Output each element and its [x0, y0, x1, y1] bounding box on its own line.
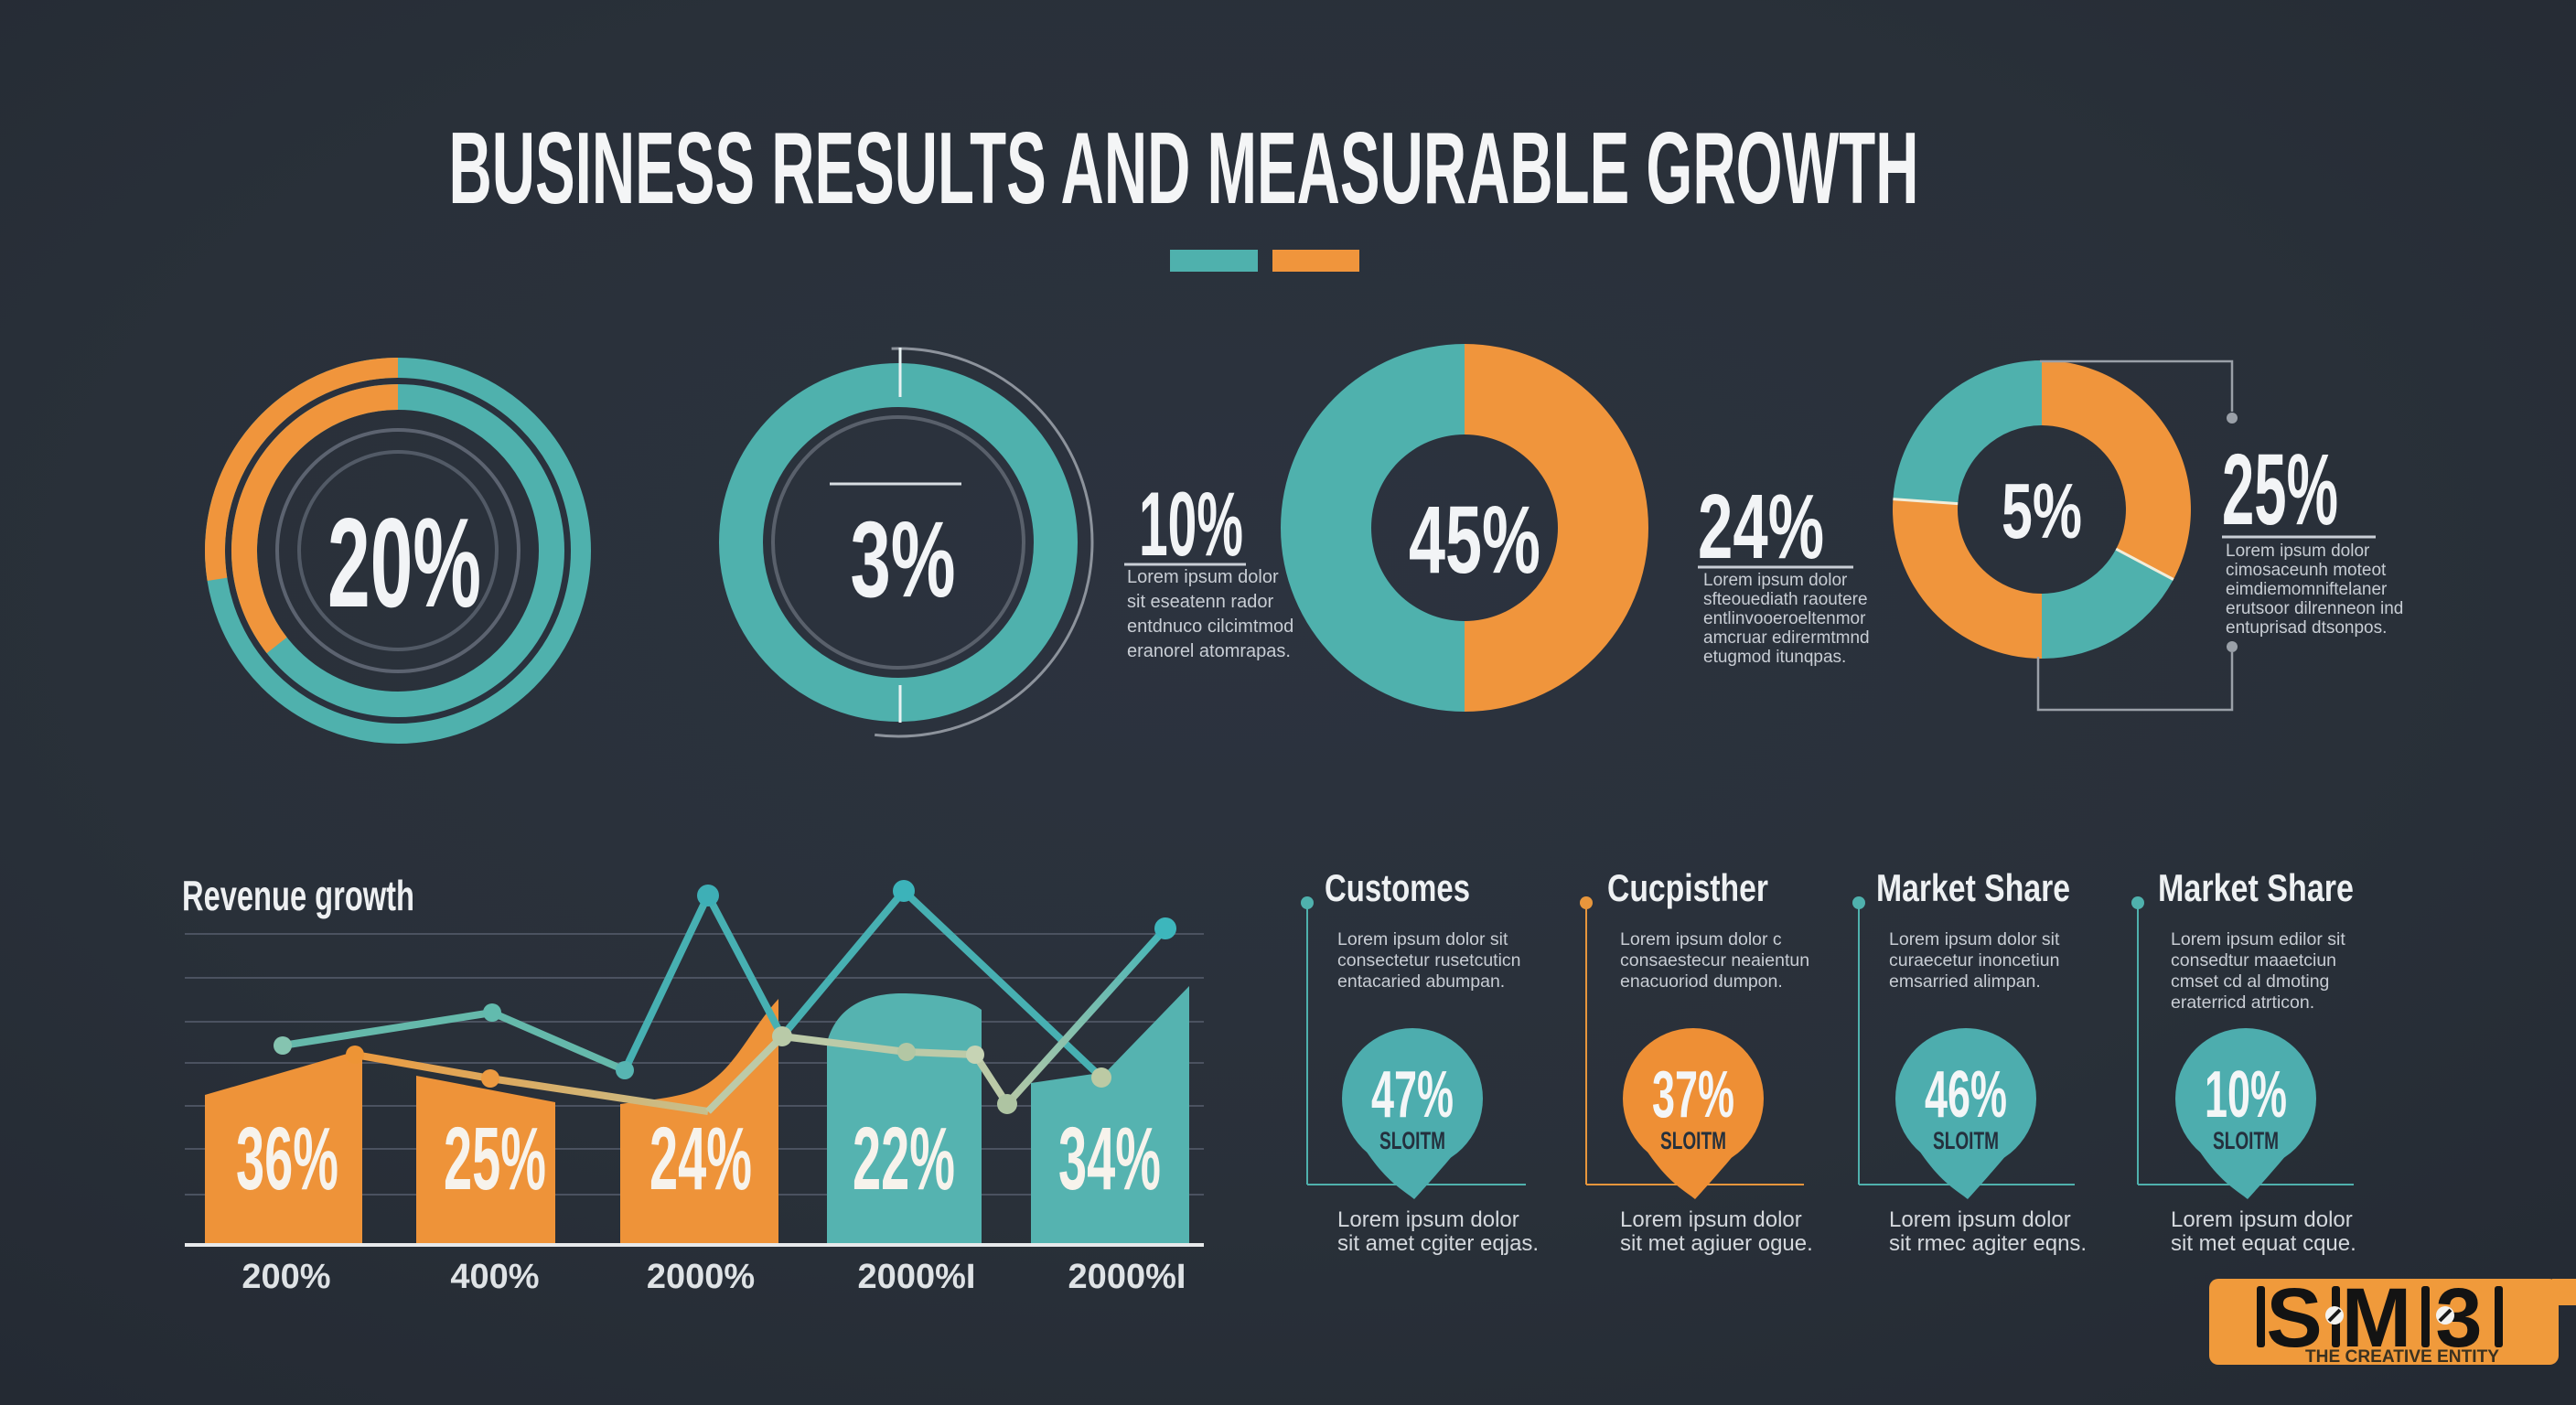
svg-text:SLOITM: SLOITM — [2213, 1127, 2279, 1154]
svg-text:THE CREATIVE ENTITY: THE CREATIVE ENTITY — [2305, 1347, 2499, 1367]
svg-text:SLOITM: SLOITM — [1933, 1127, 1999, 1154]
svg-text:cimosaceunh moteot: cimosaceunh moteot — [2226, 561, 2387, 580]
svg-text:34%: 34% — [1058, 1109, 1161, 1208]
svg-text:erutsoor dilrenneon ind: erutsoor dilrenneon ind — [2226, 599, 2403, 618]
svg-text:amcruar edirermtmnd: amcruar edirermtmnd — [1703, 628, 1870, 648]
svg-text:sit rmec agiter eqns.: sit rmec agiter eqns. — [1889, 1231, 2087, 1256]
svg-text:Cucpisther: Cucpisther — [1607, 866, 1768, 909]
svg-text:consedtur maaetciun: consedtur maaetciun — [2171, 950, 2336, 971]
svg-text:consaestecur neaientun: consaestecur neaientun — [1620, 950, 1809, 971]
svg-text:36%: 36% — [236, 1109, 338, 1208]
svg-text:enacuoriod dumpon.: enacuoriod dumpon. — [1620, 971, 1783, 992]
svg-text:consectetur rusetcuticn: consectetur rusetcuticn — [1337, 950, 1521, 971]
svg-text:200%: 200% — [242, 1258, 330, 1296]
svg-text:2000%I: 2000%I — [1068, 1258, 1186, 1296]
svg-text:20%: 20% — [327, 492, 481, 634]
svg-text:3%: 3% — [851, 499, 956, 620]
svg-text:Lorem ipsum dolor: Lorem ipsum dolor — [1337, 1207, 1519, 1232]
svg-text:37%: 37% — [1652, 1058, 1734, 1132]
svg-text:Lorem ipsum dolor: Lorem ipsum dolor — [2171, 1207, 2353, 1232]
svg-text:2000%: 2000% — [647, 1258, 755, 1296]
svg-text:24%: 24% — [1698, 476, 1824, 578]
svg-text:Lorem ipsum dolor: Lorem ipsum dolor — [1620, 1207, 1802, 1232]
svg-text:10%: 10% — [2205, 1058, 2287, 1132]
svg-text:Lorem ipsum edilor sit: Lorem ipsum edilor sit — [2171, 929, 2345, 949]
svg-text:curaecetur inoncetiun: curaecetur inoncetiun — [1889, 950, 2059, 971]
svg-text:47%: 47% — [1371, 1058, 1454, 1132]
svg-text:M: M — [2342, 1271, 2412, 1365]
svg-text:entlinvooeroeltenmor: entlinvooeroeltenmor — [1703, 609, 1866, 628]
svg-text:eimdiemomniftelaner: eimdiemomniftelaner — [2226, 580, 2388, 599]
svg-text:Customes: Customes — [1325, 866, 1470, 909]
svg-text:10%: 10% — [1139, 473, 1243, 574]
svg-text:25%: 25% — [444, 1109, 546, 1208]
svg-text:2000%I: 2000%I — [858, 1258, 976, 1296]
svg-text:Lorem ipsum dolor c: Lorem ipsum dolor c — [1620, 929, 1782, 949]
svg-text:eraterricd atrticon.: eraterricd atrticon. — [2171, 992, 2314, 1013]
svg-text:etugmod itunqpas.: etugmod itunqpas. — [1703, 648, 1846, 667]
svg-text:Lorem ipsum dolor: Lorem ipsum dolor — [2226, 542, 2370, 561]
svg-text:SLOITM: SLOITM — [1379, 1127, 1445, 1154]
svg-text:Lorem ipsum dolor: Lorem ipsum dolor — [1703, 571, 1848, 590]
svg-text:Lorem ipsum dolor: Lorem ipsum dolor — [1889, 1207, 2071, 1232]
svg-text:BUSINESS RESULTS AND MEASURABL: BUSINESS RESULTS AND MEASURABLE GROWTH — [449, 112, 1919, 225]
svg-text:Lorem ipsum dolor sit: Lorem ipsum dolor sit — [1337, 929, 1508, 949]
svg-text:cmset cd al dmoting: cmset cd al dmoting — [2171, 971, 2329, 992]
svg-text:sfteouediath raoutere: sfteouediath raoutere — [1703, 590, 1868, 609]
svg-text:entuprisad dtsonpos.: entuprisad dtsonpos. — [2226, 618, 2387, 638]
svg-text:entdnuco cilcimtmod: entdnuco cilcimtmod — [1127, 617, 1293, 637]
svg-text:sit met agiuer ogue.: sit met agiuer ogue. — [1620, 1231, 1813, 1256]
svg-text:eranorel atomrapas.: eranorel atomrapas. — [1127, 641, 1291, 661]
svg-text:emsarried alimpan.: emsarried alimpan. — [1889, 971, 2041, 992]
svg-text:24%: 24% — [649, 1109, 752, 1208]
svg-text:entacaried abumpan.: entacaried abumpan. — [1337, 971, 1505, 992]
svg-text:46%: 46% — [1925, 1058, 2007, 1132]
svg-text:sit eseatenn rador: sit eseatenn rador — [1127, 592, 1273, 612]
svg-text:5%: 5% — [2002, 468, 2082, 555]
svg-text:Revenue growth: Revenue growth — [182, 872, 414, 919]
svg-text:45%: 45% — [1409, 487, 1540, 594]
svg-text:Lorem ipsum dolor: Lorem ipsum dolor — [1127, 567, 1279, 587]
svg-text:SLOITM: SLOITM — [1660, 1127, 1726, 1154]
svg-text:S: S — [2266, 1271, 2322, 1365]
svg-text:sit met equat cque.: sit met equat cque. — [2171, 1231, 2356, 1256]
svg-text:25%: 25% — [2222, 434, 2338, 546]
svg-text:Lorem ipsum dolor sit: Lorem ipsum dolor sit — [1889, 929, 2060, 949]
svg-text:400%: 400% — [450, 1258, 539, 1296]
svg-text:Market Share: Market Share — [2158, 866, 2354, 909]
svg-text:Market Share: Market Share — [1876, 866, 2070, 909]
svg-text:sit amet cgiter eqjas.: sit amet cgiter eqjas. — [1337, 1231, 1539, 1256]
svg-text:22%: 22% — [853, 1109, 955, 1208]
